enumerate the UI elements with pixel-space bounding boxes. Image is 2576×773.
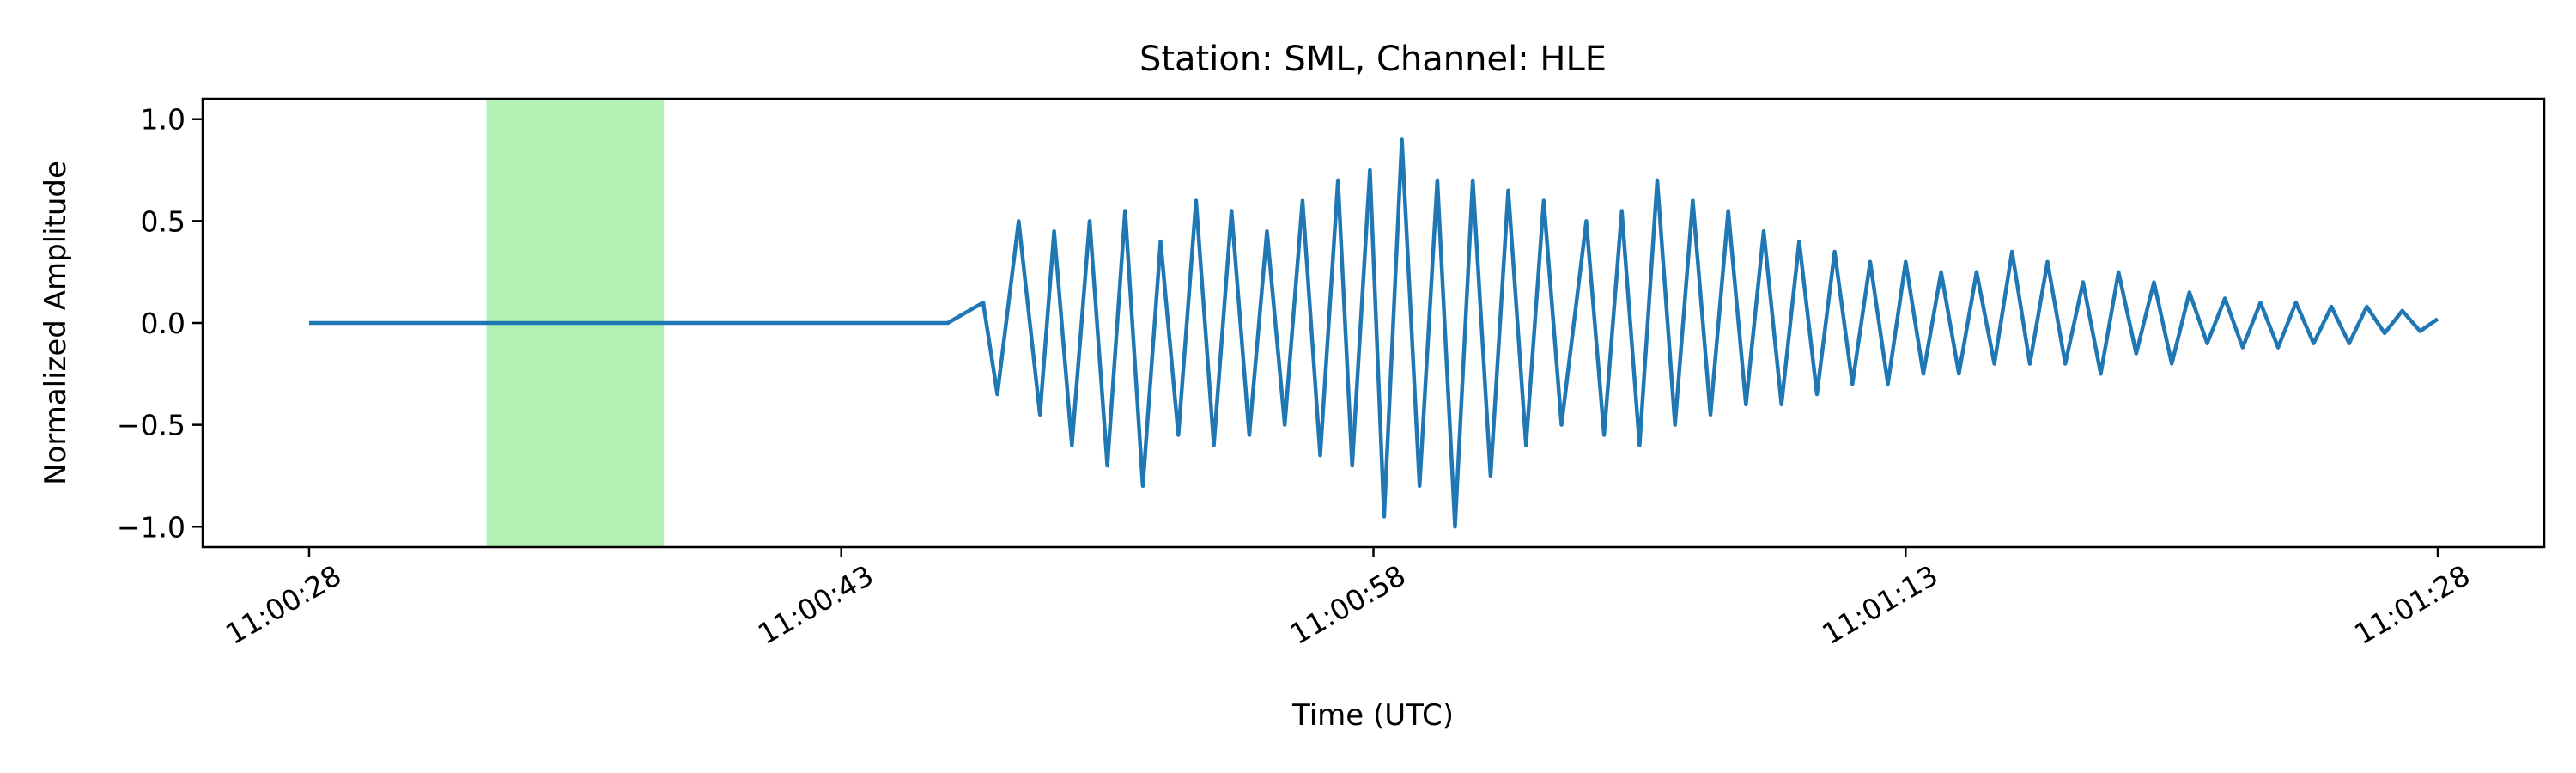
chart-title: Station: SML, Channel: HLE bbox=[1139, 40, 1607, 79]
y-axis-label: Normalized Amplitude bbox=[39, 161, 73, 485]
series-line-0 bbox=[309, 137, 2439, 529]
y-axis: 1.0 0.5 0.0 −0.5 −1.0 bbox=[117, 103, 203, 544]
x-axis-label: Time (UTC) bbox=[1291, 698, 1454, 733]
y-tick-label: 0.0 bbox=[141, 307, 185, 340]
series-layer bbox=[309, 137, 2439, 529]
y-tick-label: 1.0 bbox=[141, 103, 185, 137]
y-tick-label: −1.0 bbox=[117, 510, 185, 544]
y-tick-label: 0.5 bbox=[141, 204, 185, 238]
y-tick-label: −0.5 bbox=[117, 409, 185, 442]
